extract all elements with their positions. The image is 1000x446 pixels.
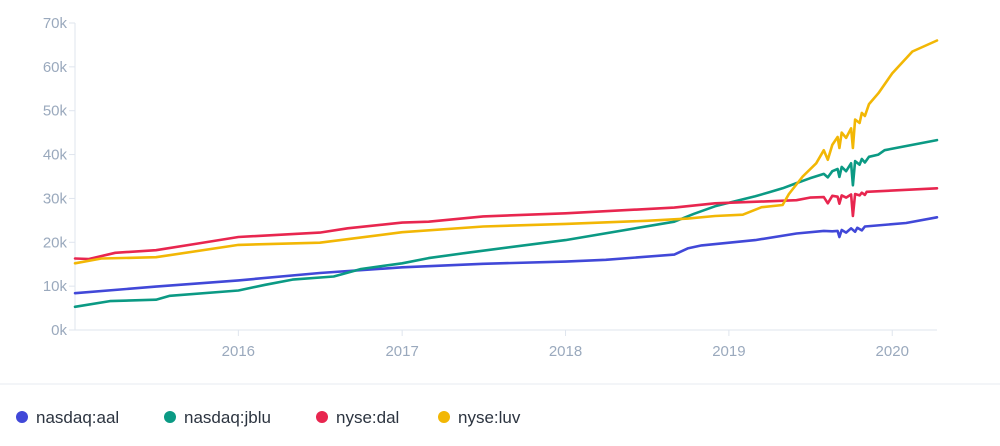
y-tick-label: 30k [43,190,68,207]
series-line-nyse-dal[interactable] [73,187,939,261]
x-tick-label: 2020 [876,343,909,360]
x-axis: 2016 2017 2018 2019 2020 [75,329,937,360]
legend-item[interactable]: nyse:luv [438,408,521,427]
y-axis: 0k 10k 20k 30k 40k 50k 60k 70k [43,15,76,339]
legend-item[interactable]: nyse:dal [316,408,399,427]
series-line-nyse-luv[interactable] [73,39,939,265]
y-tick-label: 10k [43,278,68,295]
x-tick-label: 2016 [222,343,255,360]
legend-label: nyse:dal [336,408,399,427]
legend-item[interactable]: nasdaq:aal [16,408,119,427]
y-tick-label: 50k [43,103,68,120]
x-tick-label: 2019 [712,343,745,360]
y-tick-label: 40k [43,147,68,164]
x-tick-label: 2018 [549,343,582,360]
legend-label: nyse:luv [458,408,521,427]
legend-item[interactable]: nasdaq:jblu [164,408,271,427]
legend-label: nasdaq:aal [36,408,119,427]
series-lines [73,39,939,309]
legend: nasdaq:aal nasdaq:jblu nyse:dal nyse:luv [16,408,521,427]
y-tick-label: 0k [51,322,67,339]
legend-swatch [316,411,328,423]
y-tick-label: 60k [43,59,68,76]
y-tick-label: 70k [43,15,68,32]
x-tick-label: 2017 [385,343,418,360]
series-line-nasdaq-jblu[interactable] [73,138,939,309]
series-line-nasdaq-aal[interactable] [73,216,939,295]
legend-swatch [16,411,28,423]
legend-label: nasdaq:jblu [184,408,271,427]
legend-swatch [164,411,176,423]
y-tick-label: 20k [43,234,68,251]
legend-swatch [438,411,450,423]
